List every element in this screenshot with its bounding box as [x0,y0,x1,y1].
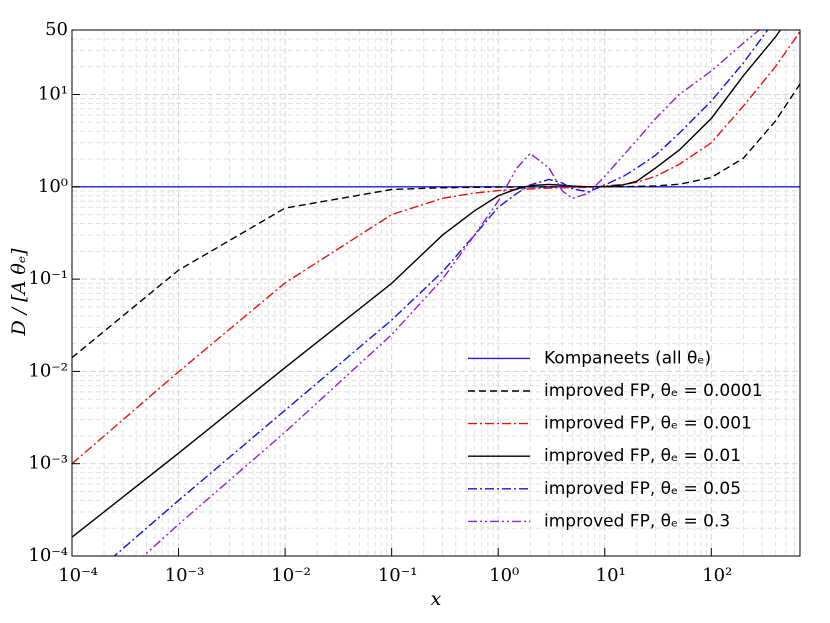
legend-label: Kompaneets (all θₑ) [544,348,711,368]
x-axis-label: x [431,588,442,610]
ticks: 10⁻⁴ 10⁻³ 10⁻² 10⁻¹ 10⁰ 10¹ 10² 10⁻⁴ 10⁻³ 10⁻² 10⁻… [28,19,732,586]
x-tick-label: 10⁻⁴ [58,565,98,586]
x-tick-label: 10² [702,565,732,586]
legend-label: improved FP, θₑ = 0.05 [544,479,741,499]
plot-lines [72,30,800,556]
y-tick-label: 10⁻⁴ [28,545,68,566]
x-tick-label: 10⁻¹ [378,565,418,586]
y-axis-label: D / [A θₑ] [8,248,30,337]
y-tick-label: 50 [45,19,68,40]
plot-frame [71,29,801,557]
x-tick-label: 10¹ [596,565,626,586]
series-line [142,30,761,556]
x-tick-label: 10⁻³ [165,565,205,586]
x-tick-label: 10⁰ [489,565,519,586]
legend: Kompaneets (all θₑ) improved FP, θₑ = 0.0… [468,348,763,531]
legend-label: improved FP, θₑ = 0.001 [544,414,752,434]
legend-label: improved FP, θₑ = 0.3 [544,511,730,531]
x-tick-label: 10⁻² [271,565,311,586]
y-tick-label: 10¹ [38,84,68,105]
y-tick-label: 10⁻¹ [28,268,68,289]
series-line [113,30,769,556]
legend-label: improved FP, θₑ = 0.0001 [544,381,763,401]
y-tick-label: 10⁻² [28,360,68,381]
y-tick-label: 10⁻³ [28,453,68,474]
series-line [72,31,800,465]
y-tick-label: 10⁰ [38,176,68,197]
series-line [72,83,800,359]
legend-label: improved FP, θₑ = 0.01 [544,446,741,466]
